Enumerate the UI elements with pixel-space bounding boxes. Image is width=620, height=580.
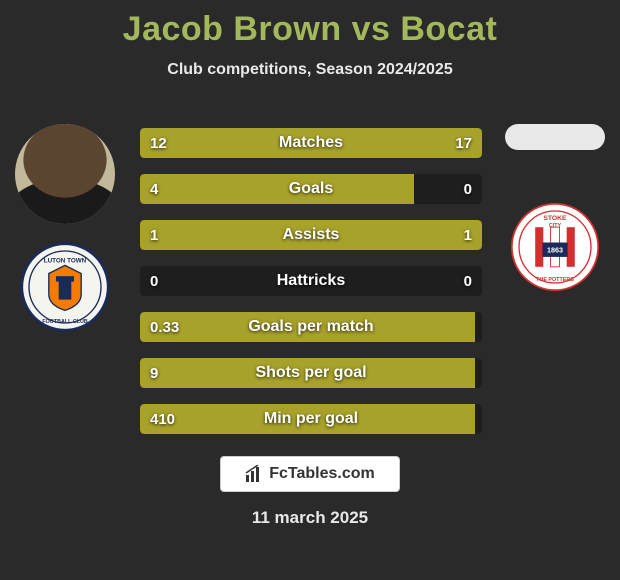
- stats-bars: 1217Matches40Goals11Assists00Hattricks0.…: [140, 128, 482, 450]
- stat-row: 40Goals: [140, 174, 482, 204]
- svg-text:STOKE: STOKE: [543, 215, 567, 222]
- player-left-avatar: [15, 124, 115, 224]
- avatar-silhouette-icon: [15, 124, 115, 224]
- stat-row: 11Assists: [140, 220, 482, 250]
- page-title: Jacob Brown vs Bocat: [0, 0, 620, 49]
- stat-row: 0.33Goals per match: [140, 312, 482, 342]
- stat-row: 9Shots per goal: [140, 358, 482, 388]
- player-right-club-badge: 1863 STOKE CITY THE POTTERS: [510, 202, 600, 292]
- stat-value-left: 9: [150, 358, 158, 388]
- player-left-club-badge: LUTON TOWN FOOTBALL CLUB: [20, 242, 110, 332]
- svg-text:1863: 1863: [547, 245, 563, 254]
- stat-value-right: 1: [464, 220, 472, 250]
- player-left-column: LUTON TOWN FOOTBALL CLUB: [10, 124, 120, 332]
- stoke-city-badge-icon: 1863 STOKE CITY THE POTTERS: [510, 202, 600, 292]
- svg-text:LUTON TOWN: LUTON TOWN: [44, 258, 87, 265]
- stat-value-right: 0: [464, 174, 472, 204]
- date-stamp: 11 march 2025: [0, 508, 620, 528]
- attribution-badge[interactable]: FcTables.com: [220, 456, 400, 492]
- attribution-text: FcTables.com: [269, 465, 375, 483]
- stat-bar-left: [140, 358, 475, 388]
- stat-value-right: 17: [455, 128, 472, 158]
- stat-label: Hattricks: [140, 266, 482, 296]
- stat-value-left: 12: [150, 128, 167, 158]
- stat-row: 410Min per goal: [140, 404, 482, 434]
- stat-value-left: 0: [150, 266, 158, 296]
- player-right-column: 1863 STOKE CITY THE POTTERS: [500, 124, 610, 292]
- stat-value-left: 1: [150, 220, 158, 250]
- stat-row: 0 0Hattricks: [140, 266, 482, 296]
- stat-bar-left: [140, 312, 475, 342]
- stat-value-left: 410: [150, 404, 175, 434]
- stat-bar-left: [140, 404, 475, 434]
- stat-value-left: 4: [150, 174, 158, 204]
- stat-bar-right: [280, 128, 482, 158]
- stat-bar-left: [140, 220, 311, 250]
- stat-bar-left: [140, 174, 414, 204]
- player-right-avatar-placeholder: [505, 124, 605, 150]
- svg-text:CITY: CITY: [549, 223, 562, 229]
- luton-town-badge-icon: LUTON TOWN FOOTBALL CLUB: [20, 242, 110, 332]
- chart-icon: [245, 465, 263, 483]
- stat-value-right: 0: [464, 266, 472, 296]
- stat-value-left: 0.33: [150, 312, 179, 342]
- stat-bar-right: [311, 220, 482, 250]
- svg-text:FOOTBALL CLUB: FOOTBALL CLUB: [42, 319, 88, 325]
- stat-row: 1217Matches: [140, 128, 482, 158]
- subtitle: Club competitions, Season 2024/2025: [0, 61, 620, 79]
- svg-text:THE POTTERS: THE POTTERS: [536, 277, 574, 283]
